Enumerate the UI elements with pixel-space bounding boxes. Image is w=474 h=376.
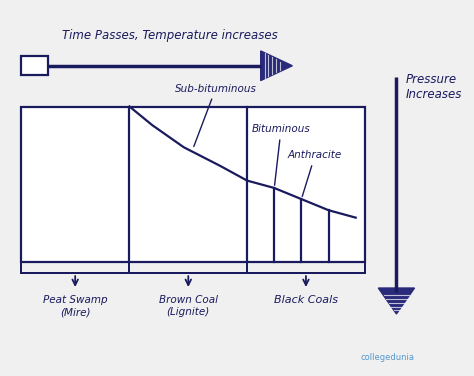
Text: collegedunia: collegedunia <box>360 353 414 362</box>
Polygon shape <box>261 51 292 80</box>
FancyBboxPatch shape <box>21 56 48 75</box>
Text: Anthracite: Anthracite <box>288 150 342 196</box>
Text: Black Coals: Black Coals <box>274 296 338 305</box>
Bar <box>21 106 365 262</box>
Text: Brown Coal
(Lignite): Brown Coal (Lignite) <box>159 296 218 317</box>
Text: Time Passes, Temperature increases: Time Passes, Temperature increases <box>62 29 277 42</box>
Text: Pressure
Increases: Pressure Increases <box>405 73 462 101</box>
Text: Peat Swamp
(Mire): Peat Swamp (Mire) <box>43 296 108 317</box>
Polygon shape <box>378 288 415 314</box>
Text: Sub-bituminous: Sub-bituminous <box>175 84 256 147</box>
Text: Bituminous: Bituminous <box>252 124 310 185</box>
